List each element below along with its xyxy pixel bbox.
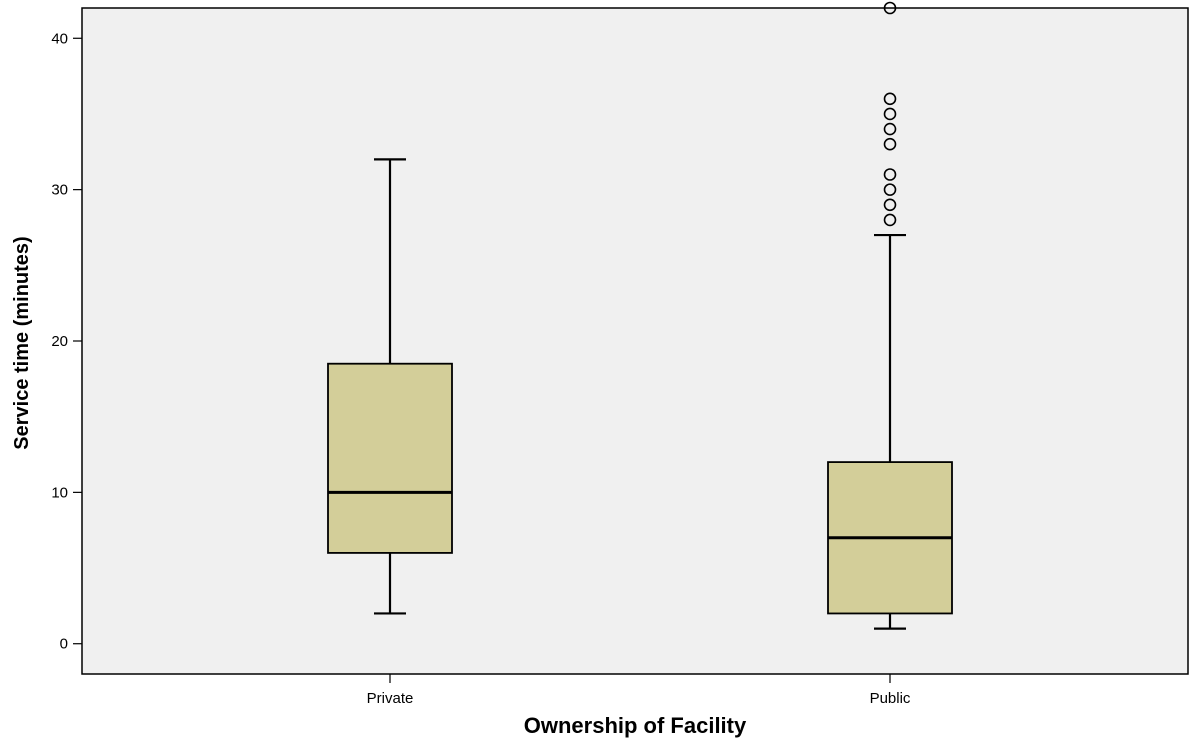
y-tick-label: 30 [51, 182, 68, 199]
box-iqr [327, 362, 453, 554]
x-tick-label: Private [367, 690, 414, 707]
y-tick-label: 20 [51, 333, 68, 350]
outlier-point [883, 107, 897, 121]
plot-area [81, 7, 1189, 675]
box-group-private [327, 158, 453, 615]
x-axis: Private Public [367, 674, 911, 707]
y-axis-title: Service time (minutes) [11, 236, 33, 449]
outlier-point [883, 198, 897, 212]
y-tick-label: 10 [51, 484, 68, 501]
outlier-point [883, 137, 897, 151]
outlier-point [883, 183, 897, 196]
outlier-point [883, 122, 897, 136]
y-tick-label: 0 [60, 636, 68, 653]
boxes [327, 1, 953, 630]
y-tick-label: 40 [51, 30, 68, 47]
box-group-public [827, 1, 953, 630]
outlier-point [883, 213, 897, 227]
outlier-point [883, 92, 897, 106]
y-axis: 0 10 20 30 40 [51, 30, 82, 653]
outlier-point [883, 1, 897, 15]
x-tick-label: Public [870, 690, 911, 707]
outlier-point [883, 168, 897, 181]
x-axis-title: Ownership of Facility [524, 713, 747, 738]
